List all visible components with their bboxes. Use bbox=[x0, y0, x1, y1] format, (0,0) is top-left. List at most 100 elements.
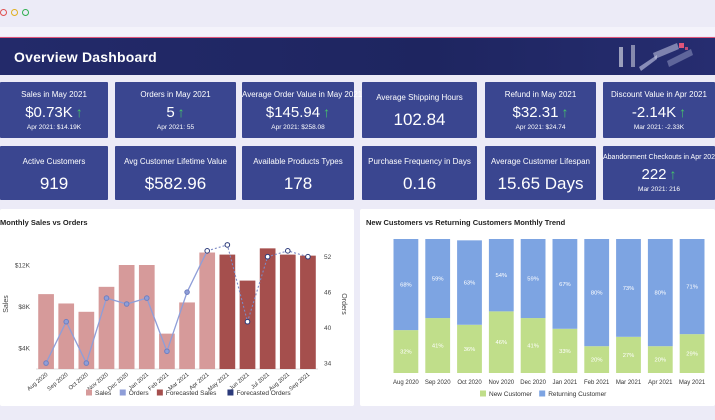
legend-label: Returning Customer bbox=[548, 391, 607, 398]
maximize-window-icon[interactable] bbox=[22, 9, 29, 16]
new-customer-data-label: 20% bbox=[591, 358, 603, 364]
window-controls bbox=[0, 9, 29, 16]
y2-tick-label: 46 bbox=[324, 290, 332, 297]
kpi-sales-may-2021[interactable]: Sales in May 2021 $0.73K ↑ Apr 2021: $14.… bbox=[0, 82, 108, 138]
kpi-discount-value-apr-2021[interactable]: Discount Value in Apr 2021 -2.14K ↑ Mar 2… bbox=[603, 82, 715, 138]
legend-label: Sales bbox=[95, 390, 112, 397]
forecasted-orders-point bbox=[284, 248, 291, 254]
new-customer-bar bbox=[520, 318, 546, 373]
kpi-average-order-value[interactable]: Average Order Value in May 2021 $145.94 ↑… bbox=[242, 82, 362, 138]
forecasted-orders-point bbox=[305, 253, 311, 260]
kpi-comparison: Mar 2021: -2.33K bbox=[633, 124, 685, 131]
x-tick-label: Sep 2020 bbox=[47, 372, 70, 393]
kpi-purchase-frequency[interactable]: Purchase Frequency in Days 0.16 bbox=[362, 146, 477, 200]
kpi-value: 919 bbox=[39, 174, 69, 193]
orders-point bbox=[63, 318, 70, 325]
x-tick-label: Mar 2021 bbox=[616, 380, 642, 386]
x-tick-label: Sep 2021 bbox=[288, 372, 311, 393]
forecasted-orders-point bbox=[244, 318, 251, 325]
forecasted-orders-point bbox=[224, 242, 231, 248]
y2-tick-label: 40 bbox=[324, 325, 332, 332]
new-customer-bar bbox=[616, 336, 641, 373]
new-customer-data-label: 33% bbox=[559, 349, 571, 355]
kpi-comparison: Mar 2021: 216 bbox=[638, 186, 680, 193]
x-tick-label: Aug 2020 bbox=[393, 380, 419, 386]
kpi-comparison: Apr 2021: $258.08 bbox=[271, 124, 325, 131]
sales-bar bbox=[138, 265, 155, 369]
kpi-label: Discount Value in Apr 2021 bbox=[611, 90, 707, 99]
kpi-abandonment-checkouts[interactable]: Abandonment Checkouts in Apr 2021 222 ↑ M… bbox=[603, 146, 715, 200]
orders-point bbox=[103, 295, 110, 301]
new-customer-bar bbox=[393, 330, 419, 373]
kpi-average-customer-lifespan[interactable]: Average Customer Lifespan 15.65 Days bbox=[485, 146, 596, 200]
x-tick-label: Nov 2020 bbox=[488, 380, 514, 386]
x-tick-label: Jan 2021 bbox=[128, 372, 150, 392]
brand-logo-icon bbox=[619, 43, 693, 71]
returning-customer-data-label: 71% bbox=[686, 285, 698, 291]
kpi-active-customers[interactable]: Active Customers 919 bbox=[0, 146, 108, 200]
returning-customer-data-label: 73% bbox=[623, 286, 635, 292]
new-customer-data-label: 41% bbox=[432, 344, 444, 350]
kpi-value: -2.14K ↑ bbox=[631, 104, 687, 121]
kpi-avg-customer-lifetime-value[interactable]: Avg Customer Lifetime Value $582.96 bbox=[115, 146, 236, 200]
y2-axis-label: Orders bbox=[340, 293, 347, 315]
kpi-refund-may-2021[interactable]: Refund in May 2021 $32.31 ↑ Apr 2021: $24… bbox=[485, 82, 596, 138]
returning-customer-data-label: 80% bbox=[591, 291, 603, 297]
returning-customer-data-label: 68% bbox=[400, 283, 412, 289]
x-tick-label: Feb 2021 bbox=[584, 380, 610, 386]
kpi-orders-may-2021[interactable]: Orders in May 2021 5 ↑ Apr 2021: 55 bbox=[115, 82, 236, 138]
dashboard-header: Overview Dashboard bbox=[0, 37, 715, 75]
legend-swatch bbox=[119, 389, 126, 396]
y2-tick-label: 52 bbox=[324, 254, 332, 261]
kpi-label: Abandonment Checkouts in Apr 2021 bbox=[603, 154, 715, 161]
kpi-value: $32.31 ↑ bbox=[512, 104, 569, 121]
kpi-value: 5 ↑ bbox=[166, 104, 185, 121]
kpi-value: 102.84 bbox=[393, 110, 446, 129]
legend-label: Orders bbox=[129, 390, 150, 397]
legend-label: Forecasted Orders bbox=[236, 390, 291, 397]
forecasted-sales-bar bbox=[239, 280, 256, 369]
monthly-sales-vs-orders-panel: Monthly Sales vs Orders $4K $8K $12K 34 40 46… bbox=[0, 209, 354, 406]
returning-customer-data-label: 67% bbox=[559, 282, 571, 288]
returning-customer-bar bbox=[584, 239, 610, 347]
kpi-value: 15.65 Days bbox=[497, 174, 584, 193]
returning-customer-bar bbox=[679, 239, 705, 335]
x-tick-label: Oct 2020 bbox=[457, 380, 482, 386]
kpi-label: Average Shipping Hours bbox=[376, 93, 463, 102]
top-band bbox=[0, 27, 715, 36]
new-customer-bar bbox=[457, 324, 482, 373]
kpi-label: Avg Customer Lifetime Value bbox=[124, 157, 227, 166]
minimize-window-icon[interactable] bbox=[11, 9, 18, 16]
x-tick-label: Apr 2021 bbox=[648, 380, 673, 386]
kpi-label: Available Products Types bbox=[253, 157, 343, 166]
returning-customer-bar bbox=[616, 239, 641, 337]
x-tick-label: Sep 2020 bbox=[425, 380, 451, 386]
trend-up-icon: ↑ bbox=[177, 104, 185, 120]
kpi-label: Refund in May 2021 bbox=[504, 90, 577, 99]
trend-up-icon: ↑ bbox=[75, 104, 83, 120]
kpi-average-shipping-hours[interactable]: Average Shipping Hours 102.84 bbox=[362, 82, 477, 138]
sales-bar bbox=[38, 294, 54, 369]
new-customer-bar bbox=[425, 318, 451, 373]
new-customer-bar bbox=[552, 328, 578, 373]
customer-trend-chart: 32% 68% Aug 2020 41% 59% Sep 2020 36% 63% Oct 20… bbox=[393, 239, 706, 398]
y-tick-label: $12K bbox=[15, 263, 31, 270]
sales-bar bbox=[179, 302, 195, 369]
trend-up-icon: ↑ bbox=[561, 104, 569, 120]
kpi-value: 0.16 bbox=[402, 174, 437, 193]
kpi-comparison: Apr 2021: 55 bbox=[156, 124, 195, 131]
x-tick-label: May 2021 bbox=[679, 380, 706, 386]
returning-customer-data-label: 63% bbox=[464, 281, 476, 287]
forecasted-sales-bar bbox=[259, 248, 276, 369]
returning-customer-bar bbox=[393, 239, 419, 331]
y-tick-label: $8K bbox=[18, 304, 30, 311]
orders-point bbox=[164, 348, 170, 355]
legend-swatch bbox=[227, 389, 234, 396]
kpi-value: $0.73K ↑ bbox=[25, 104, 83, 121]
new-customer-data-label: 32% bbox=[400, 350, 412, 356]
kpi-available-products-types[interactable]: Available Products Types 178 bbox=[242, 146, 354, 200]
returning-customer-data-label: 59% bbox=[527, 277, 539, 283]
close-window-icon[interactable] bbox=[0, 9, 7, 16]
returning-customer-bar bbox=[488, 239, 514, 312]
